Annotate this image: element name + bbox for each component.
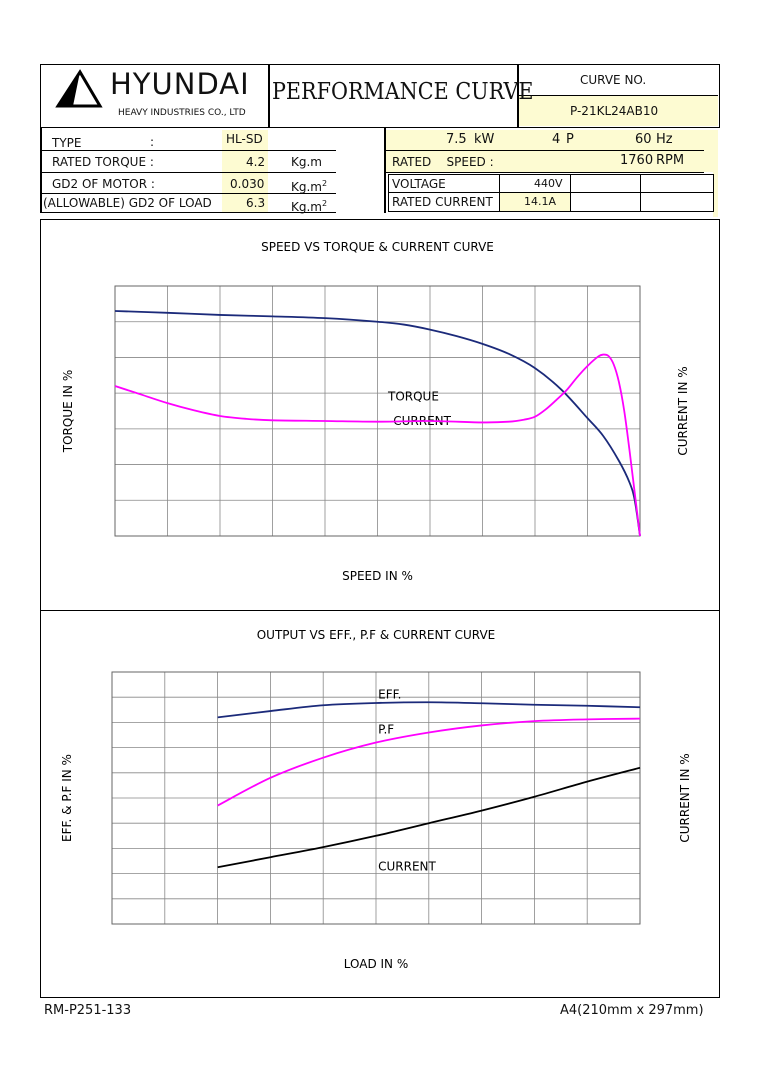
- power-unit: kW: [474, 132, 495, 147]
- gd2-load-label: (ALLOWABLE) GD2 OF LOAD: [43, 196, 212, 210]
- power-value: 7.5: [446, 132, 467, 147]
- spec-right-highlight: [384, 130, 718, 172]
- gd2-load-value: 6.3: [246, 196, 266, 210]
- spec-mid-border: [384, 127, 386, 213]
- gd2-motor-label: GD2 OF MOTOR :: [52, 177, 155, 191]
- header-divider-1: [268, 64, 270, 127]
- plot-area: [111, 671, 641, 925]
- voltage-table: [388, 174, 714, 212]
- series-line-current: [217, 766, 641, 869]
- poles-value: 4: [552, 132, 561, 147]
- page-title: PERFORMANCE CURVE: [272, 79, 534, 105]
- voltage-value: 440V: [534, 177, 563, 190]
- series-line-current: [114, 310, 641, 537]
- chart-title: SPEED VS TORQUE & CURRENT CURVE: [261, 240, 494, 254]
- gd2-motor-unit-sup: 2: [322, 179, 328, 188]
- rated-current-label: RATED CURRENT: [392, 195, 493, 209]
- hyundai-logo-icon: [55, 69, 103, 108]
- spec-rule-r1: [386, 150, 704, 151]
- spec-left-border: [40, 127, 42, 213]
- voltage-table-mid: [388, 192, 713, 193]
- curve-no-highlight: [519, 96, 718, 126]
- y2-axis-label: CURRENT IN %: [676, 366, 690, 455]
- footer-paper-size: A4(210mm x 297mm): [560, 1003, 704, 1018]
- series-label: CURRENT: [378, 859, 436, 873]
- series-line-torque: [114, 353, 641, 537]
- series-label: EFF.: [378, 687, 401, 701]
- y-axis-label: EFF. & P.F IN %: [60, 754, 74, 842]
- spec-rule-1: [42, 150, 336, 151]
- curve-no-divider: [517, 95, 718, 96]
- rated-current-value: 14.1A: [524, 195, 557, 208]
- spec-left-highlight: [222, 130, 268, 212]
- footer-document-code: RM-P251-133: [44, 1003, 132, 1018]
- rated-torque-value: 4.2: [246, 155, 266, 169]
- spec-right-edge-highlight: [713, 172, 718, 217]
- gd2-motor-unit: Kg.m2: [291, 179, 328, 194]
- chart-title: OUTPUT VS EFF., P.F & CURRENT CURVE: [257, 628, 496, 642]
- rated-speed-label: RATED SPEED :: [392, 155, 494, 169]
- y-axis-label: TORQUE IN %: [61, 370, 75, 453]
- chart-bottom-frame: [40, 610, 720, 998]
- y2-axis-label: CURRENT IN %: [678, 753, 692, 842]
- rated-torque-label: RATED TORQUE :: [52, 155, 154, 169]
- rated-speed-value: 1760: [620, 153, 654, 168]
- gd2-motor-value: 0.030: [230, 177, 265, 191]
- curve-no-value: P-21KL24AB10: [570, 104, 659, 118]
- voltage-table-col2: [570, 174, 571, 211]
- freq-value: 60: [635, 132, 652, 147]
- poles-unit: P: [566, 132, 574, 147]
- speed-torque-current-chart: SPEED VS TORQUE & CURRENT CURVE SPEED IN …: [61, 240, 690, 583]
- type-value: HL-SD: [226, 132, 263, 146]
- x-axis-label: LOAD IN %: [344, 957, 409, 971]
- voltage-table-col1: [499, 174, 500, 211]
- spec-rule-3: [42, 193, 336, 194]
- voltage-table-col3: [640, 174, 641, 211]
- freq-unit: Hz: [656, 132, 673, 147]
- voltage-label: VOLTAGE: [392, 177, 446, 191]
- spec-rule-4: [42, 212, 336, 213]
- output-eff-pf-current-chart: OUTPUT VS EFF., P.F & CURRENT CURVE LOAD …: [60, 628, 692, 971]
- series-line-eff: [217, 701, 641, 719]
- series-label: P.F: [378, 723, 394, 737]
- spec-rule-r2: [386, 172, 704, 173]
- type-label: TYPE: [52, 136, 82, 150]
- gd2-load-unit-sup: 2: [322, 199, 328, 208]
- series-label: TORQUE: [387, 389, 439, 403]
- rated-speed-unit: RPM: [656, 153, 685, 168]
- series-line-p-f: [217, 717, 641, 807]
- type-colon: :: [150, 135, 155, 149]
- current-value-highlight: [500, 192, 570, 212]
- x-axis-label: SPEED IN %: [342, 569, 413, 583]
- company-name: HEAVY INDUSTRIES CO., LTD: [118, 108, 246, 118]
- spec-rule-2: [42, 172, 336, 173]
- rated-torque-unit: Kg.m: [291, 155, 322, 169]
- header-frame: [40, 64, 720, 128]
- gd2-load-unit: Kg.m2: [291, 199, 328, 214]
- curve-no-label: CURVE NO.: [580, 73, 647, 87]
- brand-name: HYUNDAI: [110, 67, 250, 101]
- plot-area: [114, 285, 641, 537]
